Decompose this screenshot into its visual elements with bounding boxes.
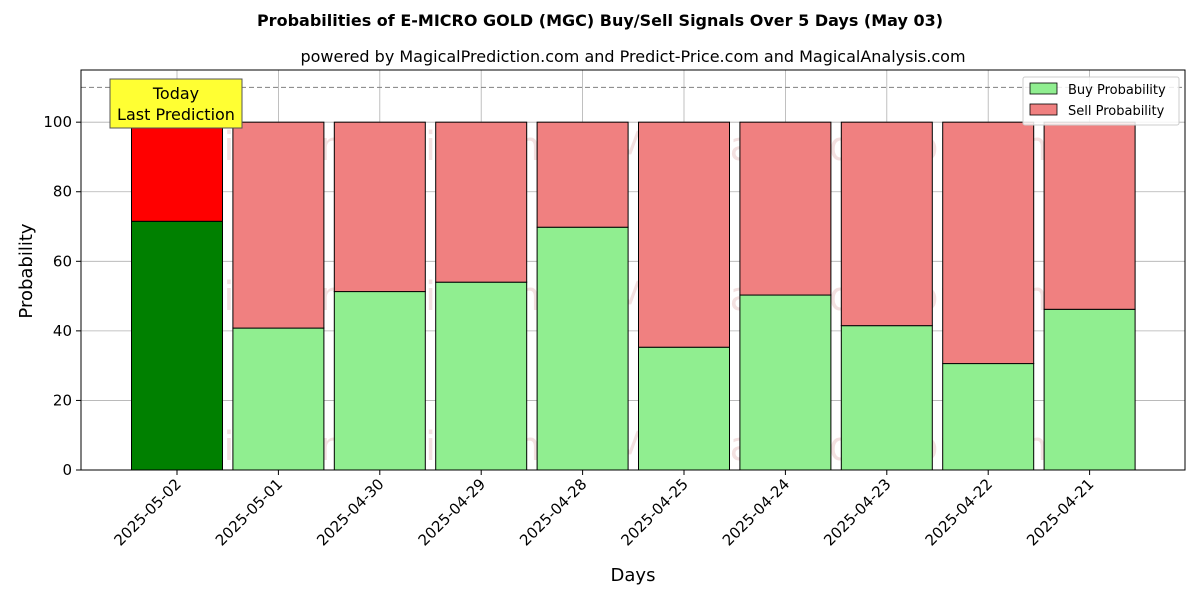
bar-sell [739, 121, 832, 296]
bar-buy [232, 327, 325, 471]
bar-buy [131, 220, 223, 471]
x-tick-label: 2025-04-22 [922, 475, 996, 549]
x-tick-label: 2025-04-23 [820, 475, 894, 549]
bar-buy [1043, 308, 1136, 471]
x-tick-label: 2025-05-01 [212, 475, 286, 549]
bar-sell [942, 121, 1035, 365]
x-tick-label: 2025-04-28 [516, 475, 590, 549]
bar-buy [739, 294, 832, 471]
y-tick-label: 60 [53, 252, 72, 270]
bar-sell [840, 121, 933, 327]
legend-label-sell: Sell Probability [1068, 104, 1165, 119]
x-tick-label: 2025-04-30 [313, 475, 387, 549]
bar-sell [435, 121, 528, 283]
legend: Buy Probability Sell Probability [1022, 76, 1180, 126]
y-tick-label: 80 [53, 183, 72, 201]
bar-buy [435, 281, 528, 471]
bar-buy [536, 226, 629, 471]
x-tick-label: 2025-05-02 [110, 475, 184, 549]
annotation-line-2: Last Prediction [117, 105, 235, 124]
bar-sell [638, 121, 730, 348]
y-tick-label: 0 [62, 461, 72, 479]
bar-sell [333, 121, 426, 293]
chart-title: Probabilities of E-MICRO GOLD (MGC) Buy/… [257, 11, 943, 30]
y-tick-label: 20 [53, 391, 72, 409]
legend-swatch-sell [1029, 103, 1058, 116]
bar-sell [131, 121, 223, 222]
bar-buy [840, 325, 933, 471]
x-tick-label: 2025-04-24 [719, 475, 793, 549]
y-axis-label: Probability [16, 223, 37, 318]
x-tick-label: 2025-04-29 [415, 475, 489, 549]
y-tick-label: 40 [53, 322, 72, 340]
bar-sell [536, 121, 629, 228]
x-tick-label: 2025-04-25 [617, 475, 691, 549]
chart-subtitle: powered by MagicalPrediction.com and Pre… [300, 47, 965, 66]
y-axis: 0 20 40 60 80 100 [43, 113, 81, 479]
legend-label-buy: Buy Probability [1068, 83, 1166, 98]
plot-frame [80, 69, 1186, 471]
today-annotation: Today Last Prediction [109, 78, 243, 129]
bar-buy [942, 363, 1035, 471]
bars [131, 121, 1136, 471]
x-axis-label: Days [611, 565, 656, 586]
y-tick-label: 100 [43, 113, 72, 131]
bar-buy [638, 346, 730, 471]
x-tick-label: 2025-04-21 [1023, 475, 1097, 549]
bar-sell [232, 121, 325, 329]
bar-sell [1043, 121, 1136, 310]
annotation-line-1: Today [152, 84, 199, 103]
legend-box [1022, 76, 1180, 126]
annotation-box [109, 78, 243, 129]
bar-buy [333, 291, 426, 471]
legend-swatch-buy [1029, 82, 1058, 95]
x-axis: 2025-05-02 2025-05-01 2025-04-30 2025-04-29… [110, 470, 1097, 549]
